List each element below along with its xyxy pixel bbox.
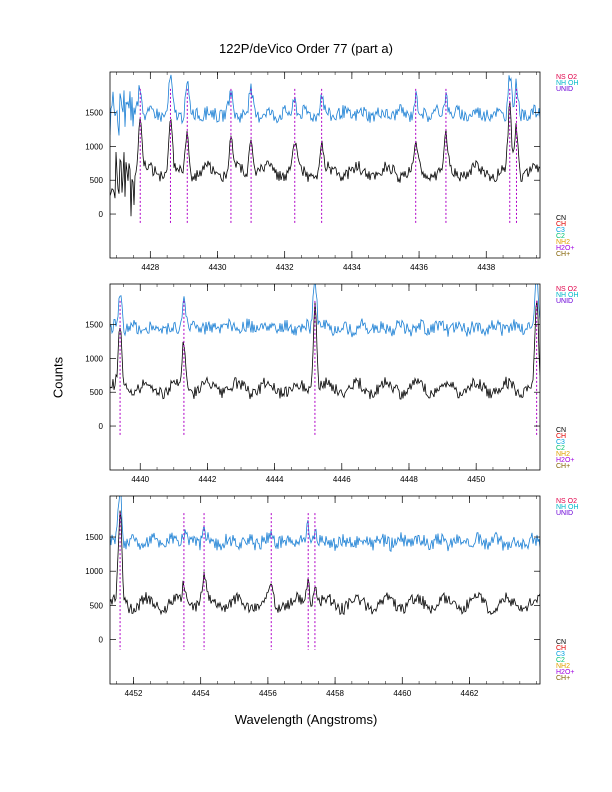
x-tick-label: 4450 [467, 475, 485, 484]
y-tick-label: 1500 [85, 533, 103, 542]
observed-spectrum-line [110, 101, 540, 217]
y-tick-label: 1000 [85, 567, 103, 576]
legend-bottom-label: CH+ [556, 675, 570, 682]
panel-frame [109, 495, 541, 685]
x-tick-label: 4452 [125, 689, 143, 698]
legend-top-label: NS O2 [556, 498, 577, 505]
y-tick-label: 0 [99, 210, 104, 219]
model-spectrum-line [110, 74, 540, 136]
panel-frame [109, 71, 541, 259]
observed-spectrum-line [110, 300, 540, 400]
legend-bottom-label: CN [556, 639, 566, 646]
legend-bottom-label: C2 [556, 233, 565, 240]
legend-top-label: UNID [556, 510, 573, 517]
legend-bottom-label: C3 [556, 439, 565, 446]
x-tick-label: 4444 [266, 475, 284, 484]
model-spectrum-line [110, 284, 540, 338]
x-tick-label: 4442 [199, 475, 217, 484]
legend-bottom-label: C2 [556, 657, 565, 664]
legend-top-label: NS O2 [556, 74, 577, 81]
panel-3-plot-area [110, 496, 540, 650]
y-tick-label: 1500 [85, 109, 103, 118]
x-tick-label: 4458 [326, 689, 344, 698]
legend-bottom-label: NH2 [556, 239, 570, 246]
panel-2-plot-area [110, 284, 540, 437]
panel-2: 4440 4442 4444 4446 4448 4450 0 500 1000 1500 NS O… [85, 283, 579, 484]
x-tick-label: 4440 [131, 475, 149, 484]
legend-top-label: NH OH [556, 504, 579, 511]
legend-bottom-label: CN [556, 215, 566, 222]
legend-top-label: UNID [556, 298, 573, 305]
x-tick-label: 4434 [343, 263, 361, 272]
x-tick-label: 4446 [333, 475, 351, 484]
panel-frame [109, 283, 541, 471]
legend-bottom-label: CH [556, 221, 566, 228]
legend-bottom-label: CH [556, 645, 566, 652]
legend-bottom-label: CH+ [556, 251, 570, 258]
legend-bottom-label: C3 [556, 227, 565, 234]
legend-bottom-label: H2O+ [556, 245, 574, 252]
panel-1-plot-area [110, 74, 540, 225]
x-tick-label: 4432 [276, 263, 294, 272]
y-tick-label: 500 [90, 601, 104, 610]
x-tick-label: 4428 [141, 263, 159, 272]
y-tick-label: 0 [99, 422, 104, 431]
legend-top-label: NH OH [556, 80, 579, 87]
legend-bottom-label: H2O+ [556, 457, 574, 464]
legend-bottom-label: NH2 [556, 663, 570, 670]
x-tick-label: 4456 [259, 689, 277, 698]
x-tick-label: 4460 [393, 689, 411, 698]
legend-bottom-label: H2O+ [556, 669, 574, 676]
x-tick-label: 4462 [461, 689, 479, 698]
legend-bottom-label: NH2 [556, 451, 570, 458]
y-tick-label: 1000 [85, 354, 103, 363]
y-tick-label: 1500 [85, 321, 103, 330]
x-tick-label: 4430 [209, 263, 227, 272]
panel-1: 4428 4430 4432 4434 4436 4438 0 500 1000 1500 NS O… [85, 71, 579, 272]
x-axis-label: Wavelength (Angstroms) [234, 712, 378, 727]
y-tick-label: 0 [99, 636, 104, 645]
observed-spectrum-line [110, 510, 540, 616]
y-tick-label: 1000 [85, 142, 103, 151]
panel-3: 4452 4454 4456 4458 4460 4462 0 500 1000 1500 NS O… [85, 495, 579, 698]
chart-title: 122P/deVico Order 77 (part a) [219, 41, 393, 56]
x-tick-label: 4436 [410, 263, 428, 272]
legend-bottom-label: C2 [556, 445, 565, 452]
model-spectrum-line [110, 496, 540, 552]
legend-top-label: UNID [556, 86, 573, 93]
legend-bottom-label: CN [556, 427, 566, 434]
legend-bottom-label: C3 [556, 651, 565, 658]
x-tick-label: 4448 [400, 475, 418, 484]
legend-top-label: NH OH [556, 292, 579, 299]
y-tick-label: 500 [90, 388, 104, 397]
x-tick-label: 4454 [192, 689, 210, 698]
legend-top-label: NS O2 [556, 286, 577, 293]
legend-bottom-label: CH [556, 433, 566, 440]
legend-bottom-label: CH+ [556, 463, 570, 470]
y-tick-label: 500 [90, 176, 104, 185]
x-tick-label: 4438 [477, 263, 495, 272]
